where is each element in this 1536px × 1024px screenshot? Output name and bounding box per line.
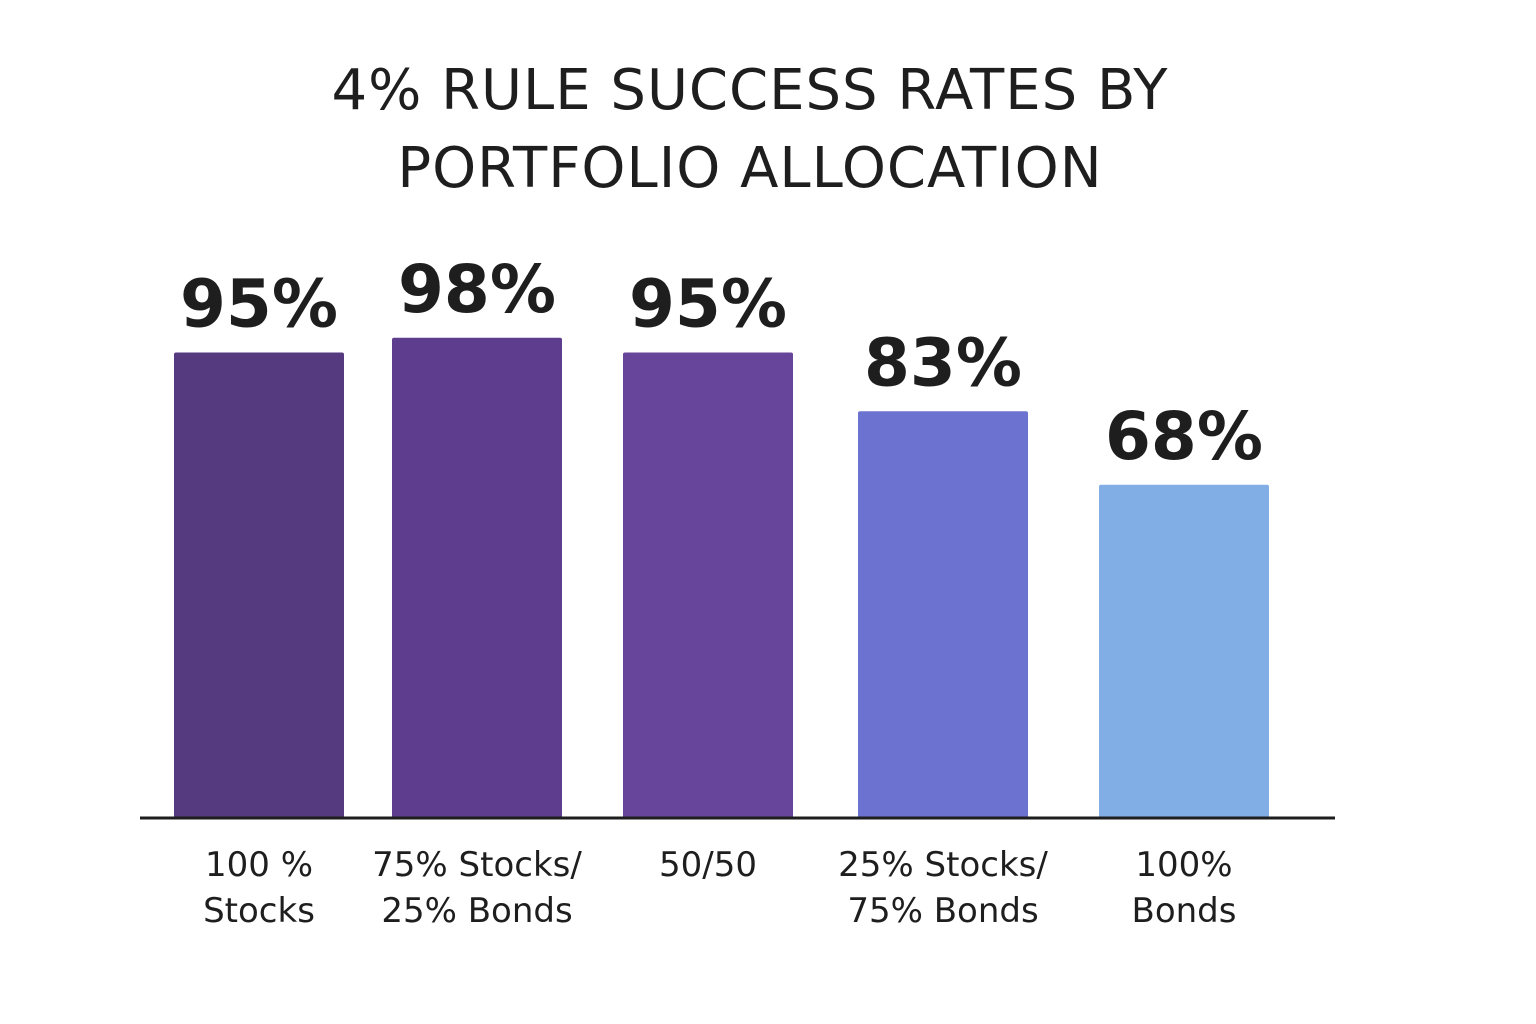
bar: [1099, 484, 1269, 818]
value-label: 68%: [1105, 398, 1263, 475]
x-tick-label: 50/50: [659, 845, 757, 885]
x-tick-label: 25% Stocks/ 75% Bonds: [838, 845, 1048, 931]
bar: [174, 352, 344, 818]
bar: [623, 352, 793, 818]
value-label: 95%: [180, 266, 338, 343]
chart-title: 4% RULE SUCCESS RATES BY PORTFOLIO ALLOC…: [331, 58, 1169, 201]
x-tick-label: 100% Bonds: [1131, 845, 1237, 931]
x-tick-label: 75% Stocks/ 25% Bonds: [372, 845, 582, 931]
value-label: 83%: [864, 324, 1022, 401]
bar: [392, 337, 562, 818]
bar: [858, 411, 1028, 818]
x-tick-label: 100 % Stocks: [203, 845, 315, 931]
value-label: 95%: [629, 266, 787, 343]
value-label: 98%: [398, 251, 556, 328]
